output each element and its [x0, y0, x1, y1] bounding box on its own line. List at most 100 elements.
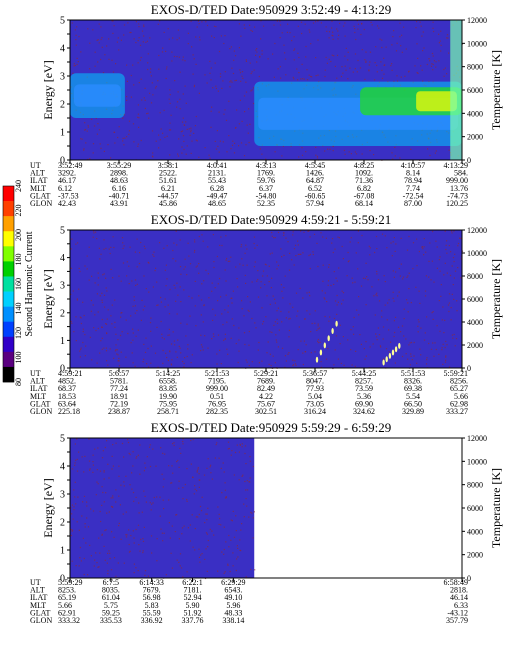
speckle-dot — [394, 155, 396, 157]
speckle-dot — [89, 158, 91, 160]
speckle-dot — [292, 234, 294, 236]
speckle-dot — [425, 251, 427, 253]
speckle-dot — [177, 339, 179, 341]
speckle-dot — [286, 31, 288, 33]
speckle-dot — [102, 450, 104, 452]
speckle-dot — [101, 533, 103, 535]
speckle-dot — [204, 558, 206, 560]
speckle-dot — [328, 320, 330, 322]
speckle-dot — [185, 102, 187, 104]
speckle-dot — [223, 113, 225, 115]
speckle-dot — [83, 314, 85, 317]
speckle-dot — [251, 30, 253, 32]
speckle-dot — [219, 277, 221, 280]
speckle-dot — [426, 359, 428, 361]
speckle-dot — [301, 147, 303, 149]
speckle-dot — [189, 263, 192, 265]
speckle-dot — [108, 248, 110, 250]
orbit-cell: 8253. — [58, 586, 76, 595]
speckle-dot — [432, 55, 434, 57]
y-tick-label: 3 — [60, 490, 65, 501]
speckle-dot — [136, 456, 138, 458]
speckle-dot — [145, 501, 147, 503]
colorbar-tick-label: 100 — [14, 352, 23, 364]
speckle-dot — [280, 77, 282, 79]
speckle-dot — [269, 253, 271, 255]
speckle-dot — [174, 80, 176, 82]
speckle-dot — [425, 275, 427, 277]
speckle-dot — [126, 275, 128, 277]
speckle-dot — [137, 40, 139, 42]
speckle-dot — [446, 34, 449, 36]
speckle-dot — [92, 454, 94, 456]
speckle-dot — [128, 130, 130, 132]
speckle-dot — [152, 502, 154, 504]
speckle-dot — [348, 151, 350, 153]
speckle-dot — [218, 457, 220, 459]
speckle-dot — [112, 20, 114, 22]
speckle-dot — [426, 316, 428, 318]
speckle-dot — [118, 275, 120, 277]
speckle-dot — [238, 23, 240, 25]
speckle-dot — [243, 24, 245, 26]
orbit-cell: 68.37 — [58, 384, 76, 393]
speckle-dot — [254, 569, 256, 571]
speckle-dot — [341, 245, 343, 248]
speckle-dot — [444, 67, 446, 69]
speckle-dot — [138, 37, 140, 39]
speckle-dot — [293, 264, 295, 266]
speckle-dot — [186, 500, 188, 502]
speckle-dot — [282, 297, 284, 299]
speckle-dot — [450, 230, 453, 232]
speckle-dot — [270, 365, 272, 367]
orbit-cell: -60.65 — [305, 191, 326, 200]
speckle-dot — [138, 117, 140, 119]
speckle-dot — [288, 311, 290, 313]
speckle-dot — [432, 69, 434, 71]
speckle-dot — [228, 546, 230, 548]
speckle-dot — [190, 129, 192, 131]
speckle-dot — [99, 258, 101, 260]
speckle-dot — [280, 284, 282, 286]
speckle-dot — [134, 251, 136, 253]
speckle-dot — [332, 251, 334, 254]
speckle-dot — [175, 260, 177, 262]
speckle-dot — [315, 21, 317, 23]
speckle-dot — [388, 299, 390, 301]
speckle-dot — [73, 489, 75, 491]
speckle-dot — [327, 148, 329, 150]
speckle-dot — [199, 561, 201, 563]
orbit-cell: 45.86 — [159, 199, 177, 208]
speckle-dot — [151, 130, 154, 132]
speckle-dot — [250, 72, 252, 75]
speckle-dot — [358, 314, 360, 316]
orbit-cell: 5.04 — [308, 392, 322, 401]
speckle-dot — [111, 59, 113, 61]
speckle-dot — [94, 314, 96, 316]
speckle-dot — [428, 342, 430, 345]
speckle-dot — [186, 274, 188, 276]
speckle-dot — [109, 557, 111, 560]
chart-panel-1: EXOS-D/TED Date:950929 3:52:49 - 4:13:29… — [30, 2, 503, 208]
speckle-dot — [152, 286, 154, 288]
speckle-dot — [76, 57, 78, 59]
speckle-dot — [198, 295, 200, 297]
speckle-dot — [216, 353, 218, 355]
speckle-dot — [203, 304, 205, 306]
speckle-dot — [100, 58, 102, 61]
speckle-dot — [247, 296, 249, 298]
speckle-dot — [232, 72, 235, 75]
speckle-dot — [122, 262, 125, 264]
speckle-dot — [211, 478, 213, 480]
speckle-dot — [195, 115, 197, 118]
speckle-dot — [108, 58, 110, 60]
speckle-dot — [189, 524, 191, 526]
speckle-dot — [224, 35, 226, 37]
speckle-dot — [241, 308, 243, 310]
speckle-dot — [131, 352, 133, 354]
speckle-dot — [75, 565, 77, 567]
speckle-dot — [308, 291, 310, 293]
speckle-dot — [363, 348, 365, 350]
speckle-dot — [92, 236, 94, 238]
orbit-cell: 76.95 — [208, 399, 226, 408]
